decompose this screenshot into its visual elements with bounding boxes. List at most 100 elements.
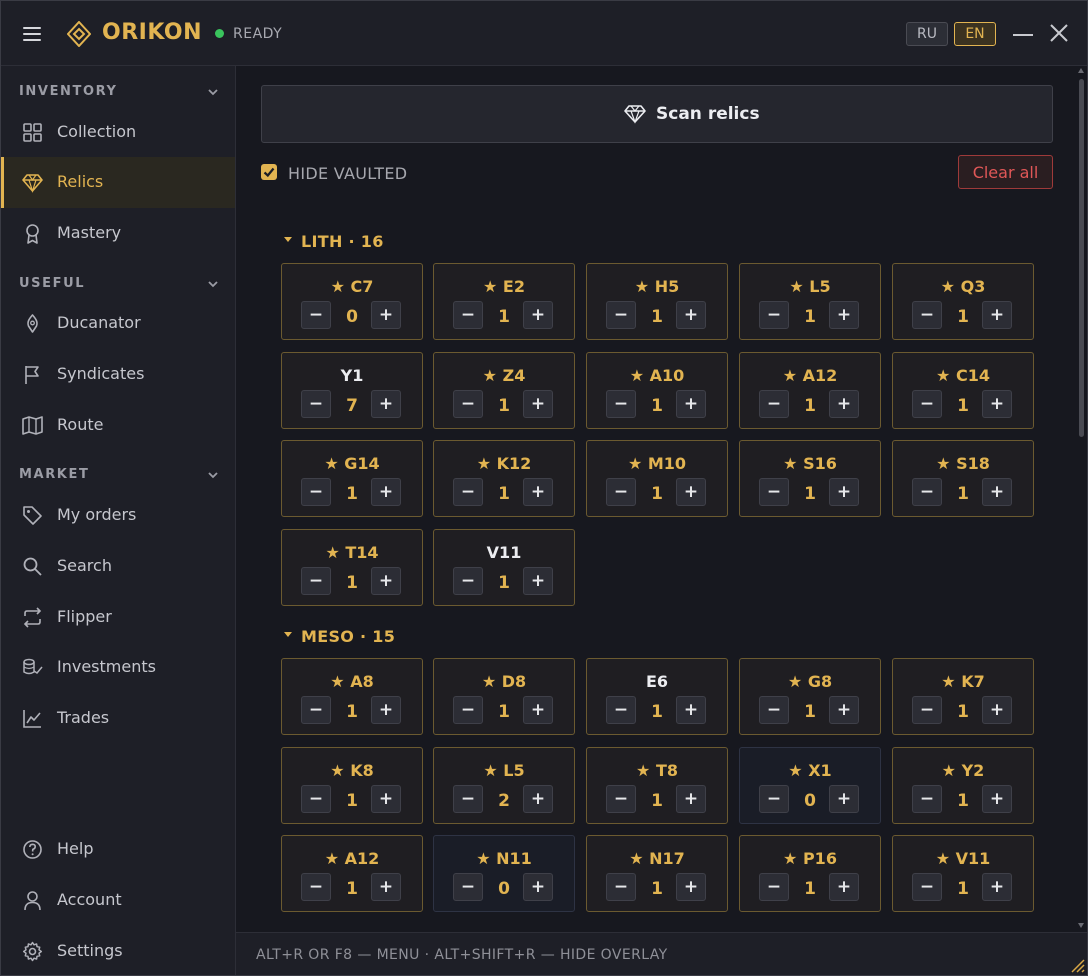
increment-button[interactable]: + bbox=[523, 785, 553, 813]
decrement-button[interactable]: − bbox=[912, 873, 942, 901]
decrement-button[interactable]: − bbox=[453, 478, 483, 506]
decrement-button[interactable]: − bbox=[759, 478, 789, 506]
decrement-button[interactable]: − bbox=[301, 567, 331, 595]
relic-name: ★ G8 bbox=[740, 672, 880, 691]
sidebar-item-label: Syndicates bbox=[57, 364, 145, 383]
decrement-button[interactable]: − bbox=[912, 390, 942, 418]
minimize-button[interactable] bbox=[1011, 24, 1035, 44]
increment-button[interactable]: + bbox=[676, 390, 706, 418]
relic-name-text: N17 bbox=[649, 849, 685, 868]
decrement-button[interactable]: − bbox=[606, 696, 636, 724]
decrement-button[interactable]: − bbox=[301, 785, 331, 813]
increment-button[interactable]: + bbox=[982, 478, 1012, 506]
increment-button[interactable]: + bbox=[982, 785, 1012, 813]
increment-button[interactable]: + bbox=[523, 478, 553, 506]
section-market[interactable]: MARKET bbox=[19, 467, 219, 487]
decrement-button[interactable]: − bbox=[912, 478, 942, 506]
decrement-button[interactable]: − bbox=[606, 873, 636, 901]
section-useful[interactable]: USEFUL bbox=[19, 276, 219, 296]
increment-button[interactable]: + bbox=[371, 873, 401, 901]
lang-ru-button[interactable]: RU bbox=[906, 22, 948, 46]
sidebar-item-mastery[interactable]: Mastery bbox=[1, 208, 235, 259]
sidebar-item-trades[interactable]: Trades bbox=[1, 693, 235, 744]
sidebar-item-my-orders[interactable]: My orders bbox=[1, 490, 235, 541]
decrement-button[interactable]: − bbox=[453, 696, 483, 724]
increment-button[interactable]: + bbox=[523, 301, 553, 329]
increment-button[interactable]: + bbox=[523, 567, 553, 595]
decrement-button[interactable]: − bbox=[606, 301, 636, 329]
decrement-button[interactable]: − bbox=[606, 785, 636, 813]
scrollbar-thumb[interactable] bbox=[1079, 79, 1084, 437]
increment-button[interactable]: + bbox=[371, 696, 401, 724]
decrement-button[interactable]: − bbox=[759, 696, 789, 724]
increment-button[interactable]: + bbox=[829, 785, 859, 813]
checkbox-checked-icon bbox=[261, 164, 277, 180]
decrement-button[interactable]: − bbox=[759, 873, 789, 901]
increment-button[interactable]: + bbox=[371, 301, 401, 329]
scan-relics-button[interactable]: Scan relics bbox=[261, 85, 1053, 143]
decrement-button[interactable]: − bbox=[453, 301, 483, 329]
decrement-button[interactable]: − bbox=[453, 567, 483, 595]
increment-button[interactable]: + bbox=[829, 301, 859, 329]
increment-button[interactable]: + bbox=[829, 390, 859, 418]
decrement-button[interactable]: − bbox=[301, 873, 331, 901]
increment-button[interactable]: + bbox=[829, 478, 859, 506]
increment-button[interactable]: + bbox=[523, 696, 553, 724]
decrement-button[interactable]: − bbox=[453, 390, 483, 418]
increment-button[interactable]: + bbox=[676, 301, 706, 329]
clear-all-button[interactable]: Clear all bbox=[958, 155, 1053, 189]
relic-name-text: A8 bbox=[350, 672, 374, 691]
decrement-button[interactable]: − bbox=[453, 873, 483, 901]
increment-button[interactable]: + bbox=[371, 785, 401, 813]
increment-button[interactable]: + bbox=[676, 785, 706, 813]
increment-button[interactable]: + bbox=[982, 301, 1012, 329]
section-inventory[interactable]: INVENTORY bbox=[19, 84, 219, 104]
decrement-button[interactable]: − bbox=[912, 696, 942, 724]
scroll-up-arrow[interactable] bbox=[1078, 68, 1084, 73]
sidebar-item-collection[interactable]: Collection bbox=[1, 107, 235, 158]
increment-button[interactable]: + bbox=[982, 390, 1012, 418]
sidebar-item-ducanator[interactable]: Ducanator bbox=[1, 298, 235, 349]
relic-name: ★ N17 bbox=[587, 849, 727, 868]
increment-button[interactable]: + bbox=[371, 567, 401, 595]
decrement-button[interactable]: − bbox=[453, 785, 483, 813]
increment-button[interactable]: + bbox=[523, 873, 553, 901]
sidebar-item-flipper[interactable]: Flipper bbox=[1, 592, 235, 643]
decrement-button[interactable]: − bbox=[759, 301, 789, 329]
sidebar-item-settings[interactable]: Settings bbox=[1, 926, 235, 975]
increment-button[interactable]: + bbox=[371, 478, 401, 506]
increment-button[interactable]: + bbox=[829, 696, 859, 724]
decrement-button[interactable]: − bbox=[606, 390, 636, 418]
decrement-button[interactable]: − bbox=[301, 696, 331, 724]
decrement-button[interactable]: − bbox=[301, 390, 331, 418]
hotkey-hint: ALT+R OR F8 — MENU · ALT+SHIFT+R — HIDE … bbox=[256, 947, 668, 963]
sidebar-item-help[interactable]: Help bbox=[1, 824, 235, 875]
lang-en-button[interactable]: EN bbox=[954, 22, 996, 46]
decrement-button[interactable]: − bbox=[912, 301, 942, 329]
sidebar-item-account[interactable]: Account bbox=[1, 875, 235, 926]
increment-button[interactable]: + bbox=[523, 390, 553, 418]
decrement-button[interactable]: − bbox=[606, 478, 636, 506]
decrement-button[interactable]: − bbox=[912, 785, 942, 813]
increment-button[interactable]: + bbox=[982, 873, 1012, 901]
increment-button[interactable]: + bbox=[982, 696, 1012, 724]
relic-count: 2 bbox=[498, 791, 510, 811]
resize-grip-icon[interactable] bbox=[1067, 955, 1085, 973]
menu-icon[interactable] bbox=[23, 27, 41, 41]
sidebar-item-search[interactable]: Search bbox=[1, 541, 235, 592]
decrement-button[interactable]: − bbox=[759, 785, 789, 813]
increment-button[interactable]: + bbox=[676, 478, 706, 506]
increment-button[interactable]: + bbox=[371, 390, 401, 418]
increment-button[interactable]: + bbox=[676, 873, 706, 901]
decrement-button[interactable]: − bbox=[759, 390, 789, 418]
increment-button[interactable]: + bbox=[676, 696, 706, 724]
scroll-down-arrow[interactable] bbox=[1078, 923, 1084, 928]
sidebar-item-syndicates[interactable]: Syndicates bbox=[1, 349, 235, 400]
sidebar-item-investments[interactable]: Investments bbox=[1, 642, 235, 693]
increment-button[interactable]: + bbox=[829, 873, 859, 901]
decrement-button[interactable]: − bbox=[301, 301, 331, 329]
sidebar-item-route[interactable]: Route bbox=[1, 400, 235, 451]
close-button[interactable] bbox=[1047, 21, 1071, 45]
decrement-button[interactable]: − bbox=[301, 478, 331, 506]
sidebar-item-relics[interactable]: Relics bbox=[1, 157, 235, 208]
